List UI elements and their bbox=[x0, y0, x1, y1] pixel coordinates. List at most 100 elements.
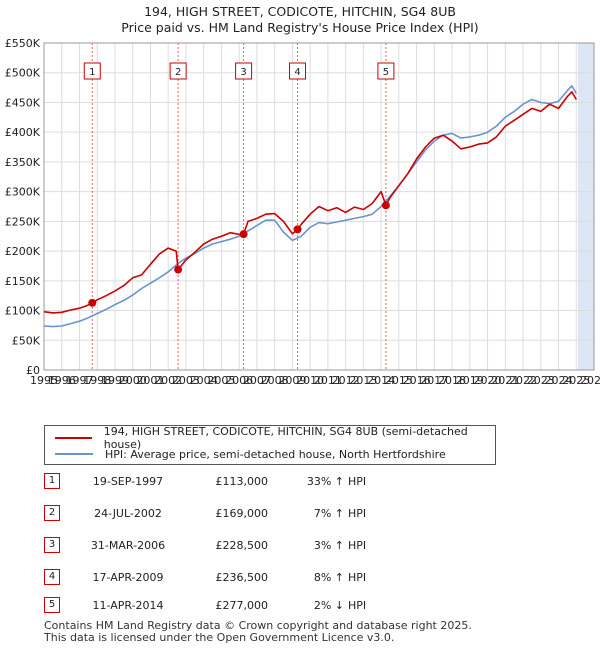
sale-marker-badge: 1 bbox=[44, 473, 60, 489]
y-tick-label: £450K bbox=[5, 96, 41, 109]
chart-title-line2: Price paid vs. HM Land Registry's House … bbox=[121, 20, 479, 35]
sale-hpi-diff: 2% ↓ bbox=[313, 599, 344, 612]
y-tick-label: £250K bbox=[5, 215, 41, 228]
sale-price: £169,000 bbox=[215, 507, 269, 520]
sale-point bbox=[381, 201, 390, 210]
chart-title-line1: 194, HIGH STREET, CODICOTE, HITCHIN, SG4… bbox=[144, 4, 456, 19]
sale-date: 24-JUL-2002 bbox=[94, 507, 162, 520]
legend-item-hpi: HPI: Average price, semi-detached house,… bbox=[55, 447, 446, 461]
legend-swatch-price bbox=[55, 437, 92, 439]
legend: 194, HIGH STREET, CODICOTE, HITCHIN, SG4… bbox=[44, 425, 496, 465]
x-tick-label: 2008 bbox=[261, 374, 289, 387]
sale-price: £228,500 bbox=[215, 539, 269, 552]
x-tick-label: 1995 bbox=[30, 374, 58, 387]
sale-marker-badge: 2 bbox=[44, 505, 60, 521]
x-tick-label: 2015 bbox=[385, 374, 413, 387]
x-tick-label: 2003 bbox=[172, 374, 200, 387]
x-tick-label: 1998 bbox=[83, 374, 111, 387]
x-tick-label: 2013 bbox=[349, 374, 377, 387]
sale-marker-box bbox=[169, 62, 187, 80]
sale-hpi-diff: 7% ↑ bbox=[313, 507, 344, 520]
x-tick-label: 2022 bbox=[509, 374, 537, 387]
x-tick-label: 2010 bbox=[296, 374, 324, 387]
chart-title: 194, HIGH STREET, CODICOTE, HITCHIN, SG4… bbox=[0, 4, 600, 36]
x-tick-label: 2019 bbox=[456, 374, 484, 387]
sale-row: 5 11-APR-2014 £277,000 2% ↓ HPI bbox=[44, 596, 584, 616]
sale-marker-box bbox=[235, 62, 253, 80]
sale-point bbox=[239, 230, 248, 239]
hpi-series-line bbox=[43, 85, 577, 328]
y-tick-label: £100K bbox=[5, 305, 41, 318]
x-tick-label: 2007 bbox=[243, 374, 271, 387]
future-shading bbox=[578, 43, 594, 370]
x-tick-label: 2006 bbox=[225, 374, 253, 387]
sale-marker-label: 1 bbox=[89, 67, 95, 78]
y-tick-label: £0 bbox=[26, 364, 40, 377]
sale-marker-label: 5 bbox=[383, 67, 389, 78]
legend-label-hpi: HPI: Average price, semi-detached house,… bbox=[105, 447, 446, 461]
x-tick-label: 2004 bbox=[190, 374, 218, 387]
x-tick-label: 2026 bbox=[580, 374, 600, 387]
y-tick-label: £200K bbox=[5, 245, 41, 258]
sale-hpi-diff: 3% ↑ bbox=[313, 539, 344, 552]
sale-hpi-label: HPI bbox=[348, 507, 367, 520]
y-tick-label: £500K bbox=[5, 67, 41, 80]
x-tick-label: 2021 bbox=[491, 374, 519, 387]
sale-row: 2 24-JUL-2002 £169,000 7% ↑ HPI bbox=[44, 504, 584, 524]
x-tick-label: 1996 bbox=[48, 374, 76, 387]
x-tick-label: 2005 bbox=[207, 374, 235, 387]
x-tick-label: 2012 bbox=[332, 374, 360, 387]
x-tick-label: 2002 bbox=[154, 374, 182, 387]
footer-copyright: Contains HM Land Registry data © Crown c… bbox=[44, 619, 472, 632]
sale-marker-label: 2 bbox=[175, 67, 181, 78]
sale-price: £236,500 bbox=[215, 571, 269, 584]
y-tick-label: £50K bbox=[12, 334, 41, 347]
x-tick-label: 2024 bbox=[545, 374, 573, 387]
y-tick-label: £400K bbox=[5, 126, 41, 139]
y-tick-label: £350K bbox=[5, 156, 41, 169]
footer-licence: This data is licensed under the Open Gov… bbox=[44, 631, 395, 644]
price-chart: £0 £50K £100K £150K £200K £250K £300K £350K £400… bbox=[5, 37, 600, 387]
x-tick-label: 2020 bbox=[474, 374, 502, 387]
sale-price: £277,000 bbox=[215, 599, 269, 612]
sale-marker-box bbox=[377, 62, 395, 80]
sale-date: 31-MAR-2006 bbox=[90, 539, 166, 552]
sale-row: 3 31-MAR-2006 £228,500 3% ↑ HPI bbox=[44, 536, 584, 556]
price-series-line bbox=[43, 91, 577, 314]
sale-marker-box bbox=[83, 62, 101, 80]
sale-row: 1 19-SEP-1997 £113,000 33% ↑ HPI bbox=[44, 472, 584, 492]
sale-price: £113,000 bbox=[215, 475, 269, 488]
x-tick-label: 2001 bbox=[136, 374, 164, 387]
sale-date: 17-APR-2009 bbox=[92, 571, 164, 584]
sale-marker-label: 4 bbox=[294, 67, 300, 78]
footer: Contains HM Land Registry data © Crown c… bbox=[44, 620, 472, 644]
x-tick-label: 1997 bbox=[65, 374, 93, 387]
x-tick-label: 2000 bbox=[119, 374, 147, 387]
sale-point bbox=[293, 225, 302, 234]
y-tick-label: £300K bbox=[5, 186, 41, 199]
sale-marker-box bbox=[289, 62, 307, 80]
x-tick-label: 2009 bbox=[278, 374, 306, 387]
x-tick-label: 2018 bbox=[438, 374, 466, 387]
x-tick-label: 2011 bbox=[314, 374, 342, 387]
sale-point bbox=[174, 265, 183, 274]
sale-point bbox=[88, 298, 97, 307]
sale-marker-label: 3 bbox=[240, 67, 246, 78]
sale-marker-badge: 5 bbox=[44, 597, 60, 613]
x-tick-label: 2014 bbox=[367, 374, 395, 387]
sale-hpi-label: HPI bbox=[348, 539, 367, 552]
sale-hpi-label: HPI bbox=[348, 475, 367, 488]
legend-item-price: 194, HIGH STREET, CODICOTE, HITCHIN, SG4… bbox=[55, 425, 495, 451]
sale-marker-badge: 4 bbox=[44, 569, 60, 585]
x-tick-label: 2017 bbox=[420, 374, 448, 387]
y-tick-label: £150K bbox=[5, 275, 41, 288]
sale-hpi-label: HPI bbox=[348, 571, 367, 584]
plot-border bbox=[43, 42, 595, 371]
sale-row: 4 17-APR-2009 £236,500 8% ↑ HPI bbox=[44, 568, 584, 588]
sale-hpi-diff: 33% ↑ bbox=[306, 475, 344, 488]
legend-label-price: 194, HIGH STREET, CODICOTE, HITCHIN, SG4… bbox=[103, 425, 468, 451]
sale-hpi-diff: 8% ↑ bbox=[313, 571, 344, 584]
legend-swatch-hpi bbox=[55, 453, 93, 455]
x-tick-label: 2023 bbox=[527, 374, 555, 387]
sale-marker-badge: 3 bbox=[44, 537, 60, 553]
